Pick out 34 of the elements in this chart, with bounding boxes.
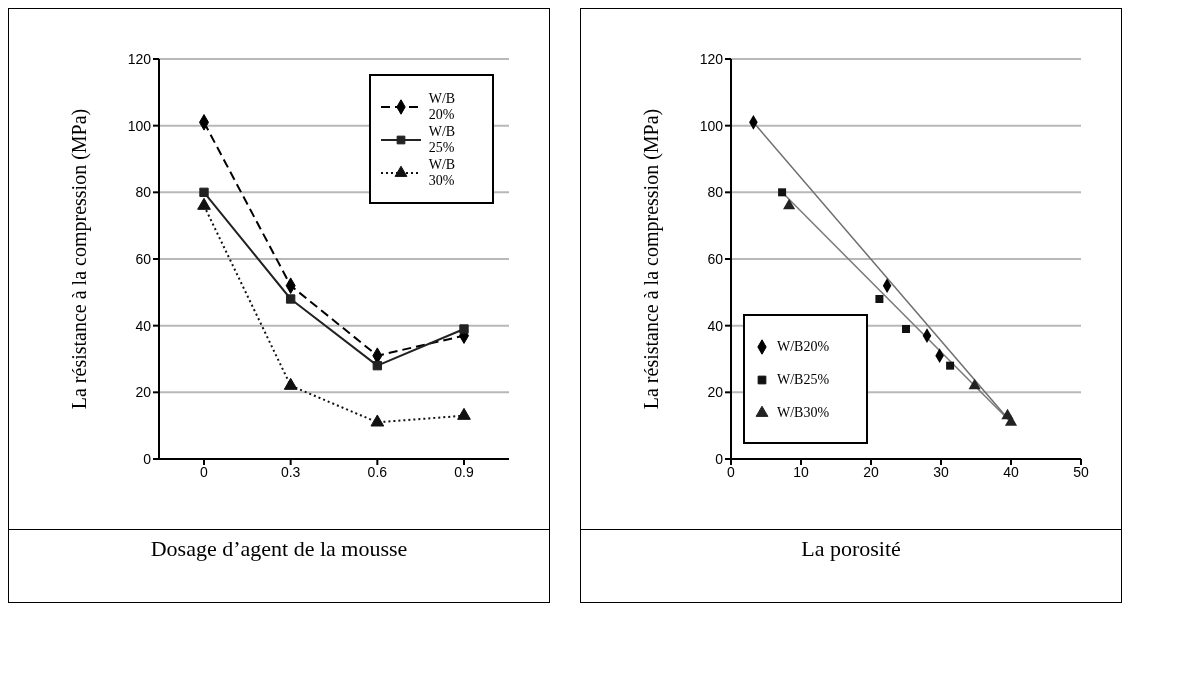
x-tick-label: 0.3 [280, 463, 301, 480]
legend-label: W/B30% [777, 404, 830, 421]
y-tick-label: 100 [699, 117, 724, 134]
y-tick-label: 0 [715, 450, 724, 467]
x-axis-title: La porosité [581, 529, 1121, 602]
x-tick-label: 20 [863, 463, 879, 480]
y-tick-label: 120 [127, 50, 152, 67]
y-axis-title: La résistance à la compression (MPa) [68, 108, 92, 410]
y-tick-label: 60 [707, 250, 724, 267]
y-axis-title: La résistance à la compression (MPa) [640, 108, 664, 410]
y-tick-label: 40 [135, 317, 152, 334]
x-tick-label: 30 [933, 463, 949, 480]
y-tick-label: 120 [699, 50, 724, 67]
legend-label: W/B25% [777, 371, 830, 388]
y-tick-label: 20 [135, 384, 152, 401]
x-tick-label: 50 [1073, 463, 1089, 480]
y-tick-label: 80 [135, 184, 152, 201]
y-tick-label: 20 [707, 384, 724, 401]
y-tick-label: 60 [135, 250, 152, 267]
x-tick-label: 0.6 [367, 463, 388, 480]
legend-label: W/B 25% [428, 123, 457, 156]
legend-label: W/B20% [777, 338, 830, 355]
x-tick-label: 0 [200, 463, 209, 480]
x-tick-label: 0 [727, 463, 736, 480]
legend-label: W/B 30% [428, 156, 457, 189]
y-tick-label: 100 [127, 117, 152, 134]
y-tick-label: 0 [143, 450, 152, 467]
x-axis-title: Dosage d’agent de la mousse [9, 529, 549, 602]
y-tick-label: 80 [707, 184, 724, 201]
legend-label: W/B 20% [428, 90, 457, 123]
x-tick-label: 0.9 [454, 463, 474, 480]
y-tick-label: 40 [707, 317, 724, 334]
x-tick-label: 10 [793, 463, 809, 480]
x-tick-label: 40 [1003, 463, 1019, 480]
